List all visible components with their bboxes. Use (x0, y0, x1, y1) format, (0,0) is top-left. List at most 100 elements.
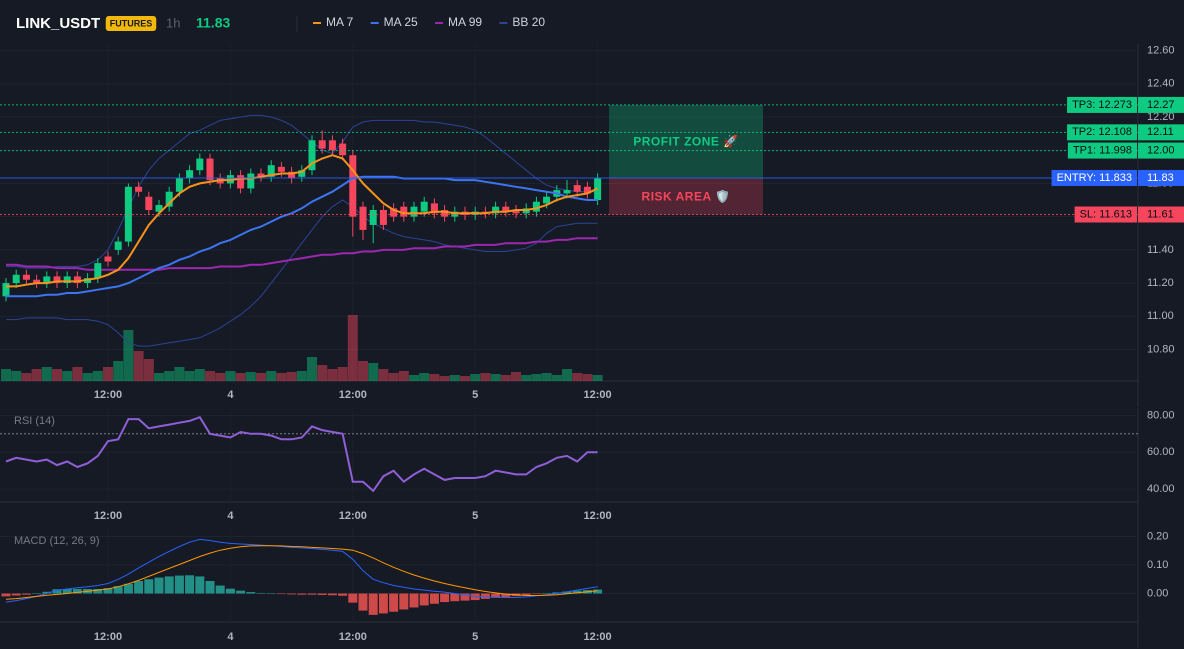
candle-body (145, 196, 153, 211)
candle-body (247, 173, 255, 189)
candle-body (563, 190, 571, 194)
level-label (1074, 206, 1137, 223)
volume-bar (92, 371, 103, 381)
histogram-bar (572, 590, 582, 594)
level-label (1067, 142, 1137, 159)
volume-bar (62, 371, 73, 381)
candle-body (420, 201, 428, 212)
volume-bar (358, 361, 368, 381)
y-tick-label: 11.40 (1147, 244, 1174, 256)
x-tick-label: 12:00 (94, 389, 122, 401)
volume-bar (521, 375, 532, 381)
volume-bar (205, 371, 215, 381)
volume-bar (582, 374, 593, 381)
ma-line (6, 237, 598, 271)
histogram-bar (32, 593, 42, 595)
histogram-bar (236, 590, 246, 594)
bollinger-upper (6, 114, 598, 269)
candle-body (165, 191, 173, 207)
y-tick-label: 0.20 (1147, 530, 1168, 542)
histogram-bar (450, 593, 460, 602)
volume-bar (52, 369, 62, 381)
histogram-bar (389, 593, 399, 612)
candle-body (22, 274, 30, 280)
candle-body (308, 140, 316, 171)
x-tick-label: 12:00 (584, 389, 612, 401)
volume-bar (347, 315, 358, 381)
histogram-bar (205, 580, 215, 594)
ma-line (6, 154, 599, 288)
volume-bar (409, 375, 419, 381)
x-tick-label: 12:00 (94, 631, 122, 643)
volume-bar (572, 373, 583, 381)
volume-bar (592, 375, 603, 381)
histogram-bar (378, 593, 388, 614)
price-badge (1138, 142, 1184, 159)
histogram-bar (368, 593, 378, 615)
market-badge (105, 16, 157, 31)
candle-body (33, 279, 41, 284)
level-label-text: TP2: 12.108 (1072, 126, 1132, 138)
histogram-bar (531, 593, 541, 595)
histogram-bar (348, 593, 358, 603)
histogram-bar (552, 592, 562, 594)
volume-bar (11, 371, 22, 381)
volume-bar (113, 361, 124, 381)
candle-body (441, 210, 449, 217)
candle-body (379, 210, 387, 225)
volume-bar (143, 359, 154, 381)
histogram-bar (276, 593, 286, 595)
histogram-bar (225, 588, 235, 594)
candle-body (257, 173, 265, 177)
x-tick-label: 12:00 (584, 510, 612, 522)
volume-bar (490, 374, 501, 381)
histogram-bar (419, 593, 429, 606)
x-tick-label: 5 (472, 510, 478, 522)
histogram-bar (266, 593, 276, 595)
histogram-bar (480, 593, 490, 599)
volume-bar (194, 369, 205, 381)
volume-bar (225, 371, 236, 381)
volume-bar (296, 371, 307, 381)
volume-bar (429, 374, 440, 381)
zone-label: RISK AREA 🛡️ (642, 189, 731, 203)
y-tick-label: 12.60 (1147, 45, 1175, 57)
volume-bar (551, 375, 562, 381)
y-tick-label: 11.20 (1147, 277, 1174, 289)
volume-bar (245, 372, 256, 381)
volume-bar (500, 375, 511, 381)
volume-bar (307, 357, 317, 381)
bollinger-lower (6, 199, 598, 347)
histogram-bar (460, 593, 470, 601)
legend-label: BB 20 (512, 15, 545, 29)
candle-body (298, 170, 306, 177)
candle-body (53, 276, 61, 284)
volume-bar (378, 369, 389, 381)
volume-bar (470, 374, 481, 381)
level-label (1051, 169, 1137, 186)
histogram-bar (113, 586, 123, 594)
candle-body (583, 186, 591, 194)
volume-bar (337, 367, 348, 381)
candle-body (104, 256, 112, 262)
volume-bar (398, 371, 409, 381)
price-badge-text: 11.83 (1147, 172, 1174, 184)
zone-label: PROFIT ZONE 🚀 (633, 135, 738, 149)
candle-body (410, 206, 418, 217)
histogram-bar (562, 591, 572, 594)
volume-bar (541, 373, 552, 381)
volume-bar (460, 376, 470, 381)
histogram-bar (256, 592, 266, 594)
volume-bar (82, 373, 93, 381)
volume-bar (368, 363, 379, 381)
candle-body (349, 155, 357, 217)
candle-body (94, 263, 102, 279)
volume-bar (256, 373, 266, 381)
candle-body (512, 210, 520, 214)
volume-bar (480, 373, 491, 381)
candle-body (328, 140, 336, 151)
market-badge-text: FUTURES (110, 18, 153, 28)
candle-body (73, 276, 81, 284)
histogram-bar (174, 575, 184, 594)
